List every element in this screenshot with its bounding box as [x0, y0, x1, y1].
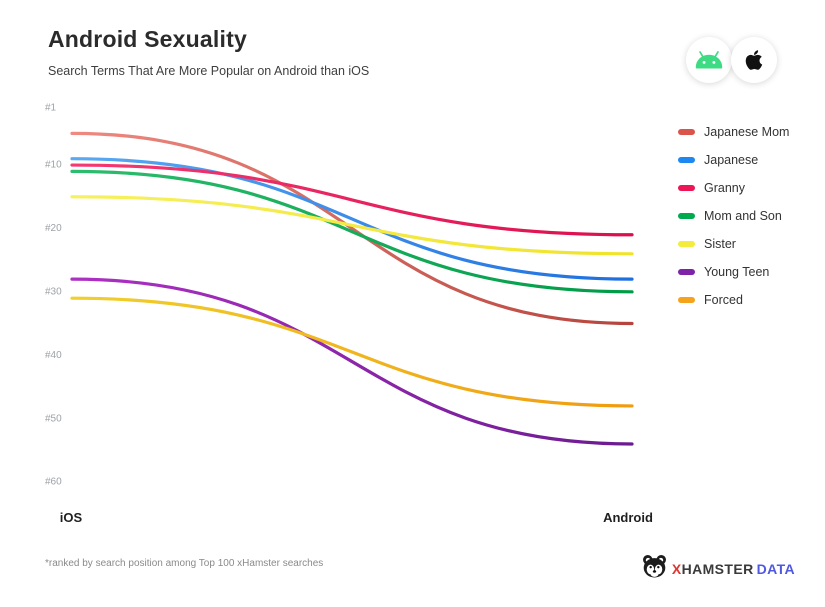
- legend-label: Japanese: [704, 153, 759, 167]
- platform-badges: [686, 37, 777, 83]
- brand-hamster: HAMSTER: [681, 561, 754, 577]
- legend-label: Granny: [704, 181, 745, 195]
- series-line-young-teen: [70, 277, 634, 446]
- y-axis-tick: #60: [45, 477, 62, 488]
- y-axis-tick: #1: [45, 103, 57, 114]
- legend-label: Sister: [704, 237, 736, 251]
- brand-data: DATA: [756, 561, 795, 577]
- brand-x: X: [671, 561, 682, 577]
- legend-swatch: [678, 296, 695, 304]
- legend-label: Japanese Mom: [704, 125, 790, 139]
- legend-label: Young Teen: [704, 265, 770, 279]
- y-axis-tick: #50: [45, 413, 62, 424]
- legend-item: Forced: [678, 286, 789, 314]
- legend-swatch: [678, 184, 695, 192]
- footnote: *ranked by search position among Top 100…: [45, 558, 324, 569]
- android-icon: [686, 37, 732, 83]
- legend-item: Japanese Mom: [678, 118, 789, 146]
- series-line-japanese-mom: [70, 131, 634, 326]
- x-label-android: Android: [603, 510, 653, 525]
- series-line-forced: [70, 296, 634, 408]
- page-subtitle: Search Terms That Are More Popular on An…: [48, 64, 370, 78]
- xhamster-data-logo: XHAMSTER DATA: [641, 553, 795, 585]
- legend-item: Young Teen: [678, 258, 789, 286]
- legend-item: Granny: [678, 174, 789, 202]
- legend-swatch: [678, 128, 695, 136]
- legend-item: Japanese: [678, 146, 789, 174]
- legend-item: Sister: [678, 230, 789, 258]
- legend-swatch: [678, 156, 695, 164]
- series-line-mom-and-son: [70, 169, 634, 294]
- y-axis-tick: #10: [45, 160, 62, 171]
- chart-legend: Japanese Mom Japanese Granny Mom and Son Sis…: [678, 118, 789, 314]
- legend-swatch: [678, 240, 695, 248]
- page-title: Android Sexuality: [48, 26, 247, 52]
- series-line-sister: [70, 195, 634, 256]
- legend-swatch: [678, 212, 695, 220]
- legend-item: Mom and Son: [678, 202, 789, 230]
- y-axis-tick: #40: [45, 350, 62, 361]
- y-axis-tick: #30: [45, 286, 62, 297]
- legend-label: Mom and Son: [704, 209, 782, 223]
- brand-wordmark: XHAMSTER DATA: [672, 561, 795, 577]
- y-axis-tick: #20: [45, 223, 62, 234]
- legend-label: Forced: [704, 293, 743, 307]
- series-line-japanese: [70, 157, 634, 281]
- apple-icon: [731, 37, 777, 83]
- slope-chart: #1 #10 #20 #30 #40 #50 #60 iOS Android: [40, 95, 660, 535]
- x-label-ios: iOS: [59, 510, 83, 525]
- legend-swatch: [678, 268, 695, 276]
- hamster-icon: [641, 553, 668, 585]
- series-line-granny: [70, 163, 634, 237]
- chart-canvas: #1 #10 #20 #30 #40 #50 #60: [45, 103, 634, 488]
